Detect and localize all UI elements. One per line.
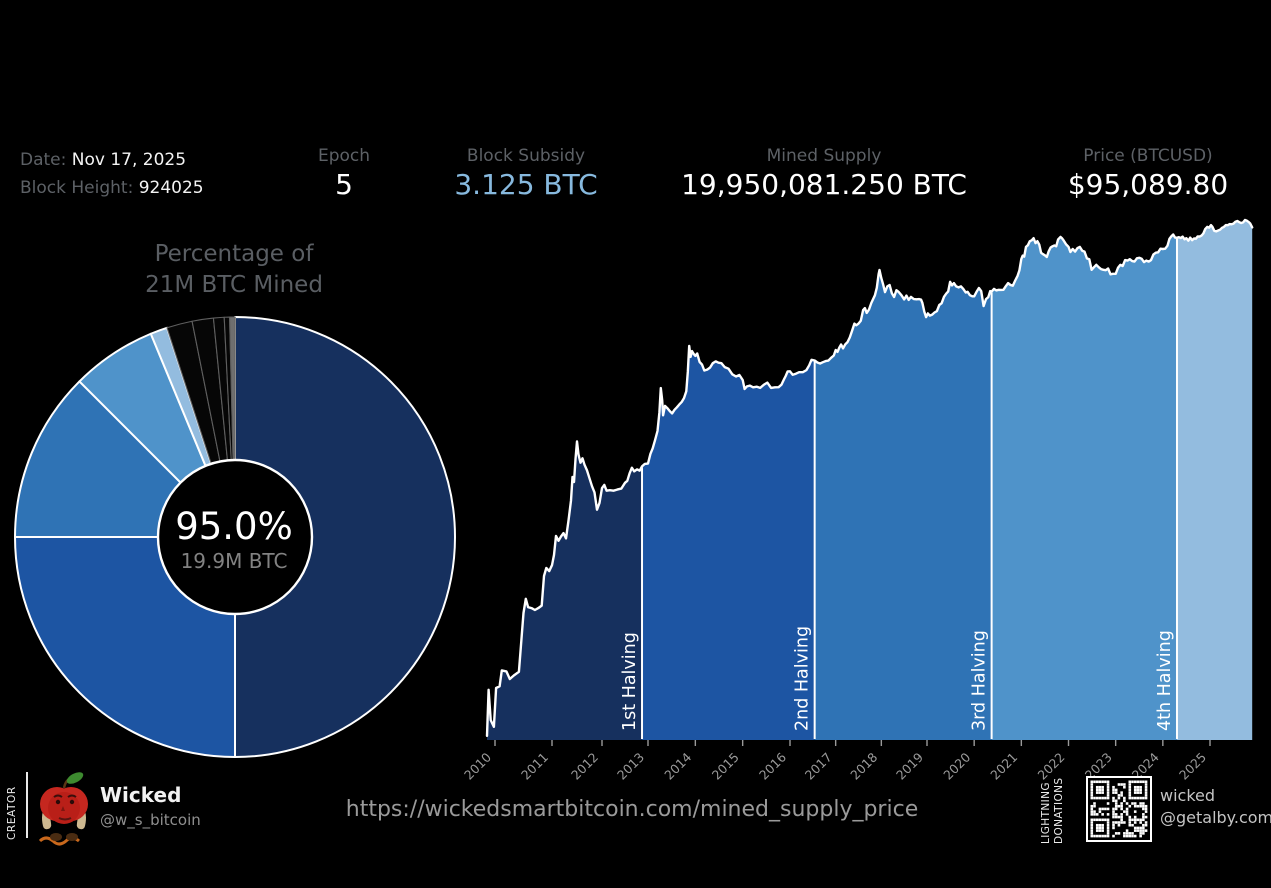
mined-supply-label: Mined Supply (766, 146, 882, 166)
donation-qr-code (1086, 776, 1152, 842)
x-tick-label-2025: 2025 (1176, 750, 1209, 783)
date-row: Date: Nov 17, 2025 (20, 146, 204, 174)
halving-label-1: 1st Halving (620, 632, 640, 731)
date-value: Nov 17, 2025 (71, 150, 187, 170)
block-subsidy-value: 3.125 BTC (454, 168, 598, 201)
mined-supply-donut-chart (14, 316, 456, 758)
stat-block-subsidy: Block Subsidy 3.125 BTC (406, 146, 646, 204)
x-tick-label-2010: 2010 (461, 749, 494, 782)
creator-vertical-label: CREATOR (6, 786, 18, 840)
epoch-label: Epoch (317, 146, 371, 166)
creator-handle: @w_s_bitcoin (100, 811, 201, 829)
x-tick-label-2016: 2016 (756, 749, 789, 782)
stat-epoch: Epoch 5 (284, 146, 404, 204)
area-fill-epoch-5 (1177, 220, 1253, 740)
block-height-label: Block Height: (20, 178, 134, 198)
halving-label-4: 4th Halving (1155, 630, 1175, 731)
price-label: Price (BTCUSD) (1083, 146, 1213, 166)
pie-slice-epoch-1 (234, 316, 456, 758)
price-epoch-area-chart: 1st Halving 2nd Halving 3rd Halving 4th Hal… (461, 218, 1254, 783)
lightning-donations-label: LIGHTNING DONATIONS (1040, 777, 1065, 844)
page-url: https://wickedsmartbitcoin.com/mined_sup… (345, 797, 919, 822)
halving-label-3: 3rd Halving (970, 630, 990, 731)
area-fill-epoch-4 (991, 234, 1177, 740)
creator-name: Wicked (100, 783, 182, 807)
area-fill-epoch-3 (814, 270, 992, 740)
x-tick-label-2018: 2018 (847, 749, 880, 782)
x-tick-label-2021: 2021 (987, 750, 1020, 783)
creator-avatar-apple-icon (38, 772, 88, 846)
mined-percentage: 95.0% (175, 505, 293, 548)
date-block: Date: Nov 17, 2025 Block Height: 924025 (20, 146, 204, 202)
pie-chart-title: Percentage of 21M BTC Mined (145, 241, 323, 298)
area-fill-epoch-1 (487, 441, 642, 740)
mined-amount: 19.9M BTC (180, 549, 288, 573)
x-tick-label-2015: 2015 (709, 750, 742, 783)
block-height-row: Block Height: 924025 (20, 174, 204, 202)
stat-mined-supply: Mined Supply 19,950,081.250 BTC (654, 146, 994, 204)
wallet-name: wicked (1160, 786, 1216, 805)
block-height-value: 924025 (138, 178, 204, 198)
date-label: Date: (20, 150, 67, 170)
x-tick-label-2012: 2012 (568, 750, 601, 783)
price-curve (485, 218, 1254, 737)
mined-supply-value: 19,950,081.250 BTC (681, 168, 967, 201)
price-value: $95,089.80 (1067, 168, 1229, 201)
halving-label-2: 2nd Halving (793, 626, 813, 731)
wallet-handle: @getalby.com (1160, 808, 1271, 827)
block-subsidy-label: Block Subsidy (466, 146, 586, 166)
creator-divider-line (26, 772, 28, 838)
x-tick-label-2014: 2014 (661, 749, 694, 782)
area-fill-epoch-2 (642, 345, 815, 740)
x-tick-label-2017: 2017 (802, 750, 835, 783)
donut-center-label: 95.0% 19.9M BTC (134, 506, 334, 574)
x-tick-label-2013: 2013 (614, 750, 647, 783)
stat-price: Price (BTCUSD) $95,089.80 (1028, 146, 1268, 204)
x-tick-label-2011: 2011 (518, 750, 551, 783)
x-tick-label-2020: 2020 (940, 749, 973, 782)
x-tick-label-2019: 2019 (893, 749, 926, 782)
donut-hole (156, 458, 314, 616)
epoch-value: 5 (335, 168, 353, 201)
